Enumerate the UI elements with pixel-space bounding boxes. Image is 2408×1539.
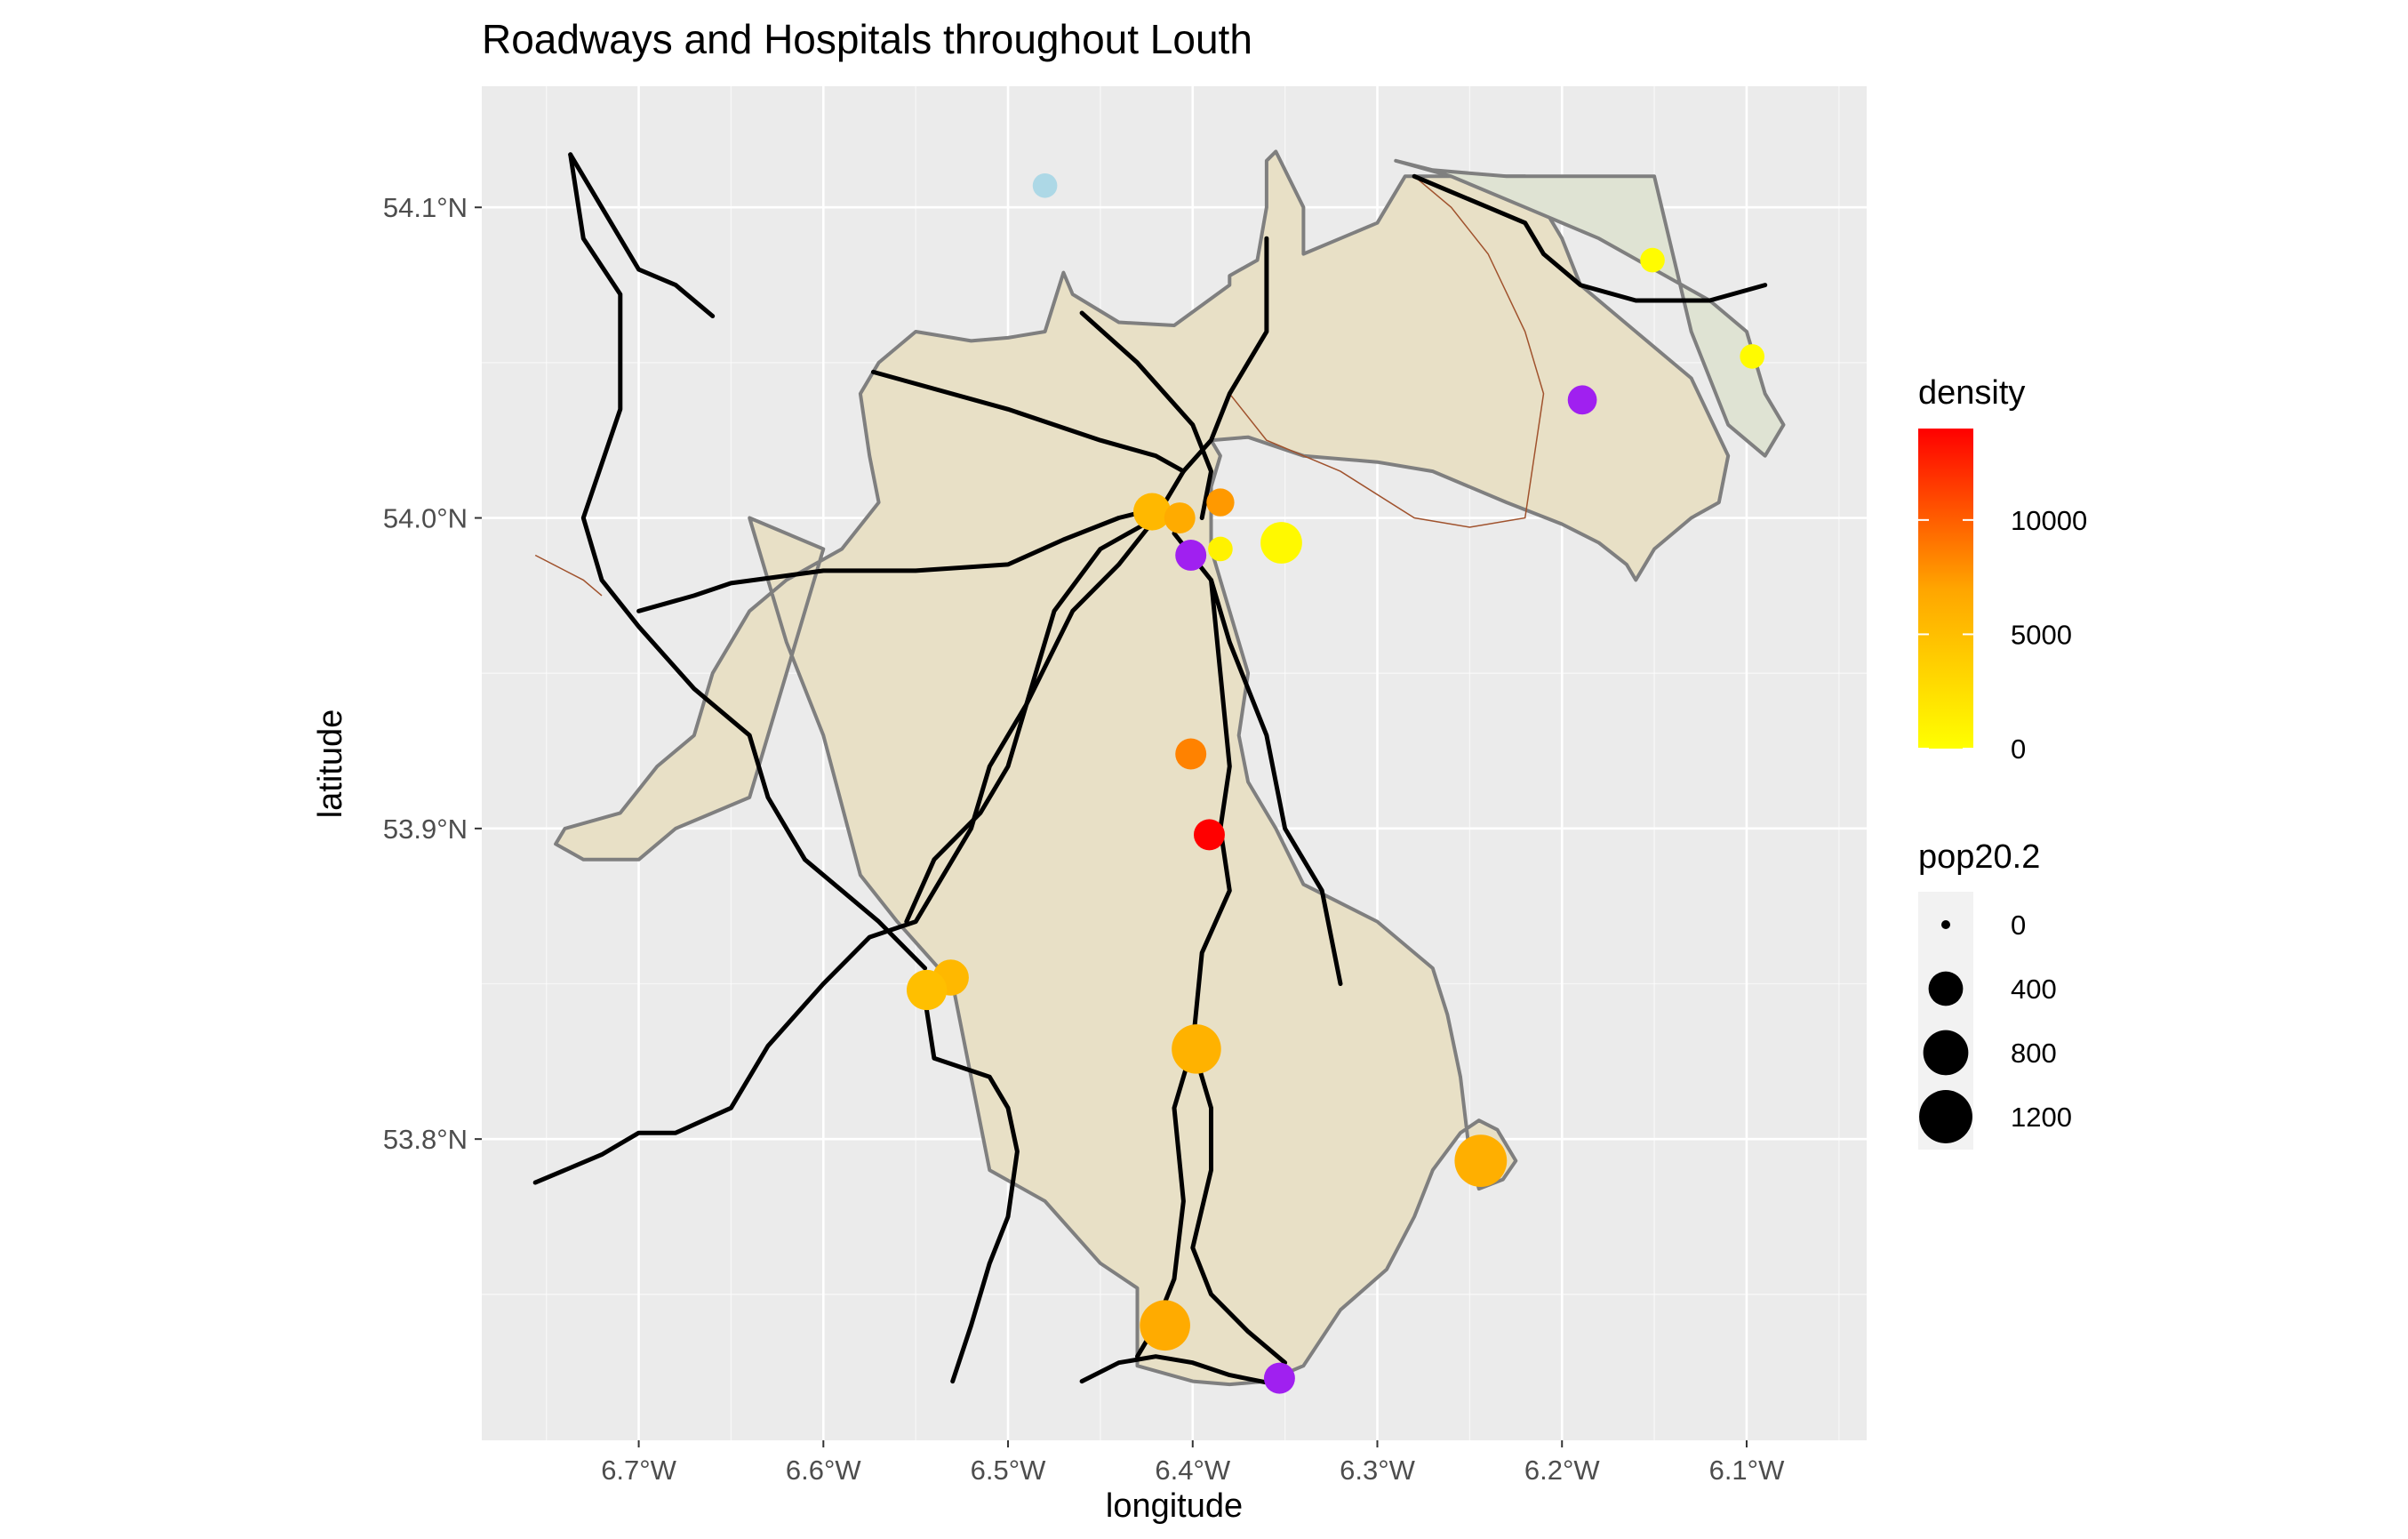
road-line [1209,577,1343,986]
road-line [532,236,1269,1185]
road-line [568,152,928,971]
hospital-point [1032,172,1058,198]
map-polygons [554,149,1786,1387]
size-key-label: 400 [2011,974,2057,1005]
x-axis-label: longitude [1106,1487,1243,1525]
y-axis: 54.1°N 54.0°N 53.9°N 53.8°N [383,192,482,1155]
y-tick-label: 53.9°N [383,814,468,845]
hospital-point [1175,539,1207,571]
size-legend: pop20.2 0 400 800 1200 [1918,838,2072,1150]
road-line [568,152,716,318]
hospital-point [1206,488,1235,517]
hospital-point [1164,502,1196,534]
thin-boundary-line [534,554,603,597]
size-legend-title: pop20.2 [1918,838,2040,876]
hospital-point [1132,493,1172,531]
thin-boundary-line [1228,175,1545,528]
x-tick-label: 6.2°W [1524,1455,1600,1486]
road-line [870,369,1186,474]
peninsula-polygon [1394,158,1786,458]
size-key-label: 0 [2011,910,2026,941]
hospital-point [1172,1024,1221,1074]
hospital-point [1208,536,1233,562]
boundary-lines [534,175,1545,597]
hospital-point [1454,1134,1508,1188]
map-title: Roadways and Hospitals throughout Louth [482,16,1252,62]
y-tick-label: 53.8°N [383,1124,468,1155]
road-line [904,516,1158,925]
hospital-point [1263,1362,1295,1394]
y-axis-label: latitude [312,709,349,819]
size-key-circle [1923,1030,1969,1076]
size-key-circle [1941,920,1950,929]
hospital-point [1567,385,1597,415]
road-line [1079,1354,1278,1387]
road-line [1079,310,1213,520]
y-tick-label: 54.0°N [383,503,468,534]
density-colorbar [1918,429,1973,749]
x-axis: 6.7°W 6.6°W 6.5°W 6.4°W 6.3°W 6.2°W 6.1°W [601,1440,1785,1486]
hospital-point [1193,819,1225,851]
size-key-circle [1928,971,1964,1006]
hospital-point [1175,738,1207,770]
x-tick-label: 6.7°W [601,1455,676,1486]
hospital-point [1740,344,1765,369]
density-break-label: 5000 [2011,619,2072,650]
county-louth-polygon [554,149,1731,1387]
density-break-label: 10000 [2011,505,2087,536]
x-tick-label: 6.1°W [1709,1455,1785,1486]
x-tick-label: 6.4°W [1155,1455,1230,1486]
road-line [1172,531,1288,1366]
hospital-point [907,969,948,1011]
hospital-points [907,172,1765,1394]
y-tick-label: 54.1°N [383,192,468,223]
density-legend-title: density [1918,374,2025,412]
size-key-label: 1200 [2011,1102,2072,1133]
density-break-label: 0 [2011,733,2026,765]
hospital-point [1140,1300,1190,1351]
density-legend: density 10000 5000 0 [1918,374,2087,765]
hospital-point [1640,247,1665,273]
x-tick-label: 6.6°W [786,1455,861,1486]
x-tick-label: 6.3°W [1340,1455,1415,1486]
road-line [636,506,1158,613]
density-breaks: 10000 5000 0 [1918,505,2087,765]
x-tick-label: 6.5°W [971,1455,1046,1486]
road-line [1412,173,1768,303]
road-line [921,984,1020,1384]
size-breaks: 0 400 800 1200 [1919,910,2072,1143]
hospital-point [1260,522,1302,564]
size-key-label: 800 [2011,1038,2057,1069]
size-key-circle [1919,1090,1972,1143]
roads-layer [532,152,1768,1387]
